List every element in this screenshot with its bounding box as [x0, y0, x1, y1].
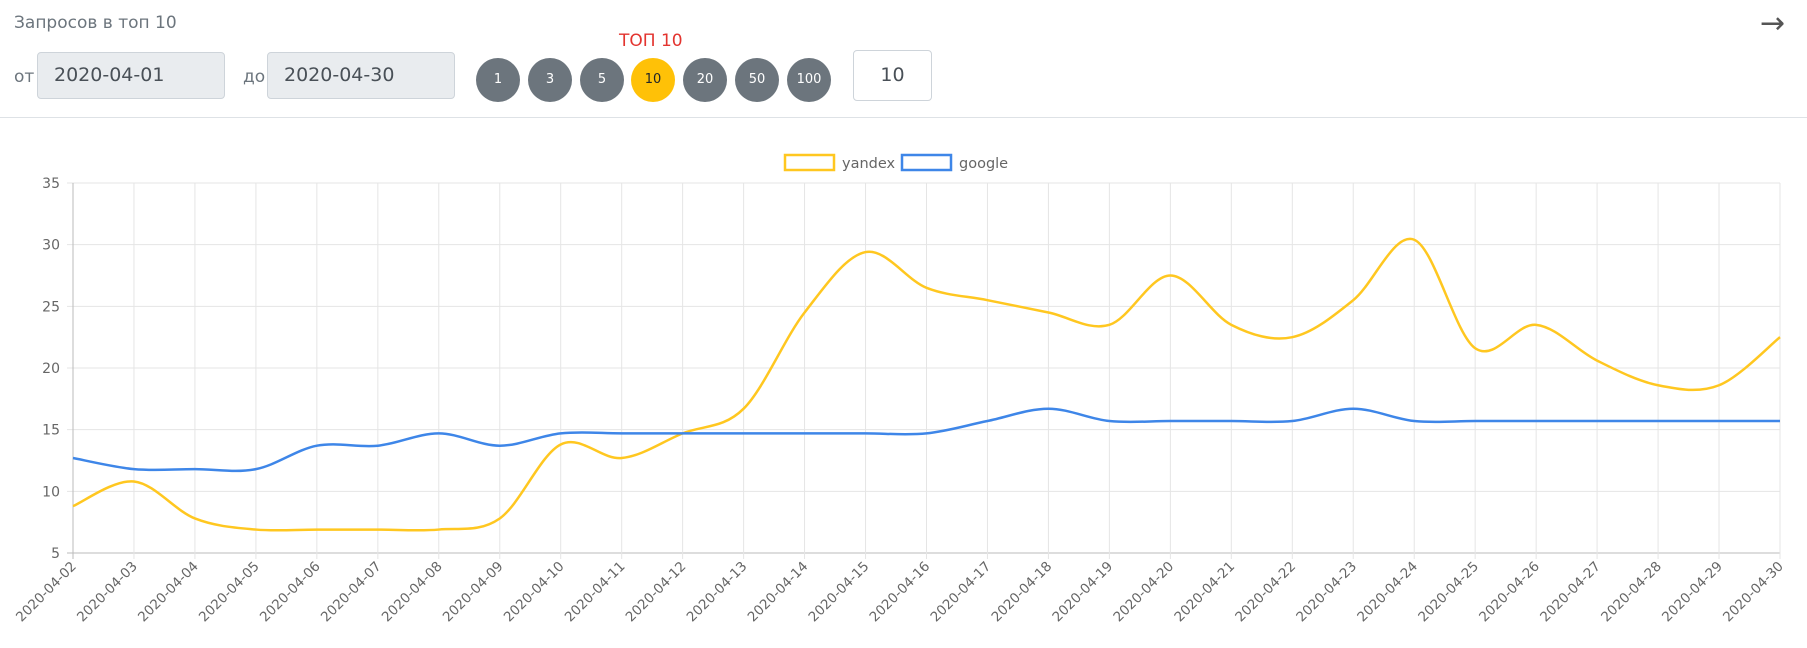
x-tick-label: 2020-04-05 — [196, 559, 263, 626]
x-tick-label: 2020-04-19 — [1049, 559, 1116, 626]
from-label: от — [14, 67, 35, 87]
x-tick-label: 2020-04-23 — [1293, 559, 1360, 626]
to-label: до — [243, 67, 266, 87]
top-button[interactable]: 3 — [528, 58, 572, 102]
y-tick-label: 25 — [42, 299, 60, 315]
separator — [0, 117, 1807, 118]
legend-label: google — [959, 156, 1008, 172]
x-tick-label: 2020-04-30 — [1720, 559, 1787, 626]
x-tick-label: 2020-04-11 — [562, 559, 629, 626]
x-tick-label: 2020-04-22 — [1232, 559, 1299, 626]
from-date[interactable]: 2020-04-01 — [37, 52, 225, 99]
y-tick-label: 20 — [42, 361, 60, 377]
x-tick-label: 2020-04-28 — [1598, 559, 1665, 626]
x-tick-label: 2020-04-10 — [501, 559, 568, 626]
top-label: ТОП 10 — [619, 31, 683, 51]
x-tick-label: 2020-04-14 — [745, 559, 812, 626]
x-tick-label: 2020-04-08 — [379, 559, 446, 626]
top-button[interactable]: 10 — [631, 58, 675, 102]
y-tick-label: 30 — [42, 238, 60, 254]
line-series — [72, 407, 1780, 473]
top-input[interactable]: 10 — [853, 50, 932, 101]
x-tick-label: 2020-04-02 — [13, 559, 80, 626]
x-tick-label: 2020-04-16 — [867, 559, 934, 626]
line-series — [72, 237, 1781, 532]
x-tick-label: 2020-04-15 — [806, 559, 873, 626]
x-tick-label: 2020-04-03 — [74, 559, 141, 626]
to-date[interactable]: 2020-04-30 — [267, 52, 455, 99]
x-tick-label: 2020-04-17 — [927, 559, 994, 626]
x-tick-label: 2020-04-20 — [1110, 559, 1177, 626]
x-tick-label: 2020-04-21 — [1171, 559, 1238, 626]
title: Запросов в топ 10 — [14, 13, 177, 33]
y-tick-label: 15 — [42, 423, 60, 439]
legend-swatch — [783, 153, 836, 172]
arrow-button[interactable]: → — [1760, 6, 1786, 41]
y-tick-label: 5 — [51, 546, 60, 562]
x-tick-label: 2020-04-07 — [318, 559, 385, 626]
y-tick-label: 10 — [42, 484, 60, 500]
x-tick-label: 2020-04-29 — [1659, 559, 1726, 626]
legend-label: yandex — [842, 156, 896, 172]
x-tick-label: 2020-04-04 — [135, 559, 202, 626]
x-tick-label: 2020-04-26 — [1476, 559, 1543, 626]
top-button[interactable]: 1 — [476, 58, 520, 102]
x-tick-label: 2020-04-18 — [988, 559, 1055, 626]
x-tick-label: 2020-04-24 — [1354, 559, 1421, 626]
x-tick-label: 2020-04-25 — [1415, 559, 1482, 626]
x-tick-label: 2020-04-06 — [257, 559, 324, 626]
top-button[interactable]: 5 — [580, 58, 624, 102]
y-tick-label: 35 — [42, 176, 60, 192]
top-button[interactable]: 100 — [787, 58, 831, 102]
x-tick-label: 2020-04-27 — [1537, 559, 1604, 626]
x-tick-label: 2020-04-09 — [440, 559, 507, 626]
top-button[interactable]: 20 — [683, 58, 727, 102]
top-button[interactable]: 50 — [735, 58, 779, 102]
legend-swatch — [900, 153, 953, 172]
x-tick-label: 2020-04-12 — [623, 559, 690, 626]
x-tick-label: 2020-04-13 — [684, 559, 751, 626]
